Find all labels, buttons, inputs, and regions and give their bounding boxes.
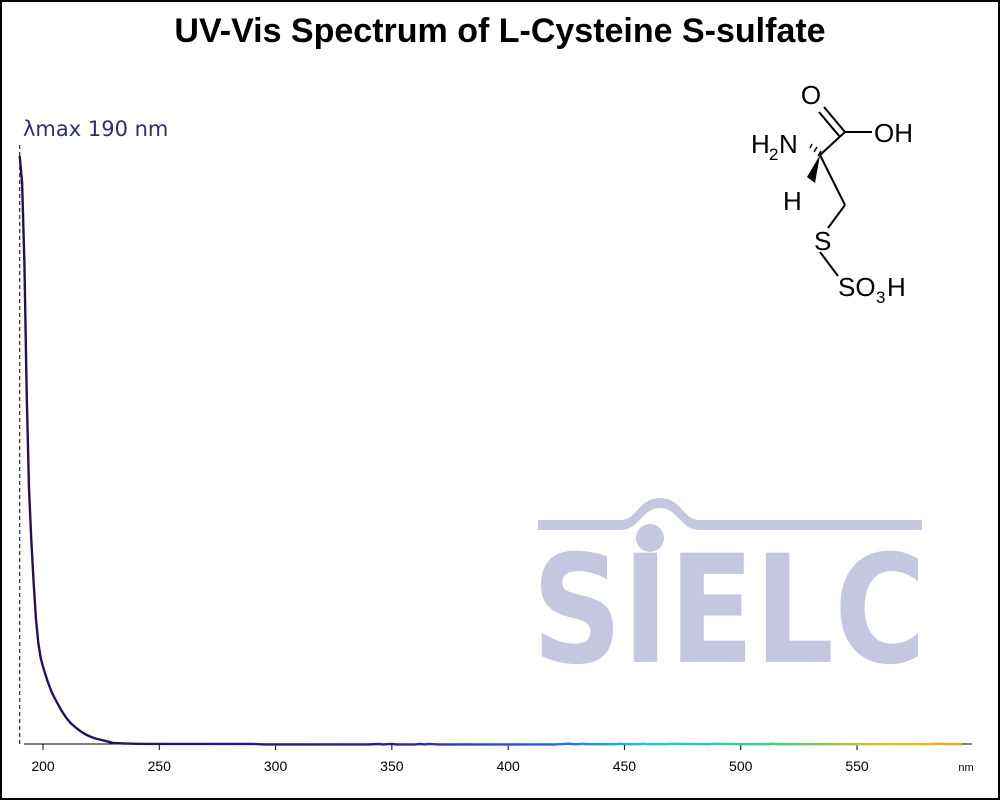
chart-title: UV-Vis Spectrum of L-Cysteine S-sulfate <box>174 12 826 50</box>
sulfonate-so: SO <box>838 272 876 302</box>
bond <box>819 131 846 156</box>
wedge-bond <box>807 155 820 183</box>
spectrum-line <box>18 155 962 746</box>
thioether-sulfur: S <box>814 226 831 256</box>
hash-bond <box>817 150 822 157</box>
lambda-max-label: λmax 190 nm <box>23 117 168 141</box>
carbonyl-oxygen: O <box>801 80 821 110</box>
x-tick-label: 450 <box>613 758 637 774</box>
alpha-hydrogen: H <box>783 186 802 216</box>
sielc-watermark-logo: SIELC <box>532 498 926 680</box>
x-axis-unit-label: nm <box>958 762 973 774</box>
watermark-dot <box>636 524 664 552</box>
x-tick-label: 350 <box>380 758 404 774</box>
bond <box>827 204 846 229</box>
bond <box>823 106 846 133</box>
bond <box>819 251 839 277</box>
molecule-structure: O OH H 2 N H S SO 3 H <box>751 80 913 307</box>
hash-bond <box>813 146 818 153</box>
hash-bond <box>809 143 813 149</box>
x-tick-label: 250 <box>148 758 172 774</box>
amine-n: N <box>779 129 798 159</box>
sulfonate-subscript: 3 <box>876 288 885 307</box>
sulfonate-h: H <box>887 272 906 302</box>
bond <box>818 111 841 138</box>
watermark-text: SIELC <box>532 524 926 680</box>
amine-h: H <box>751 129 770 159</box>
amine-subscript: 2 <box>769 145 778 164</box>
x-tick-label: 550 <box>845 758 869 774</box>
x-tick-label: 500 <box>729 758 753 774</box>
hydroxyl-group: OH <box>874 118 913 148</box>
x-axis-ticks: 200 250 300 350 400 450 500 550 <box>31 744 869 774</box>
x-tick-label: 400 <box>496 758 520 774</box>
bond <box>819 154 846 206</box>
x-tick-label: 200 <box>31 758 55 774</box>
watermark-wave <box>538 498 922 530</box>
x-tick-label: 300 <box>264 758 288 774</box>
